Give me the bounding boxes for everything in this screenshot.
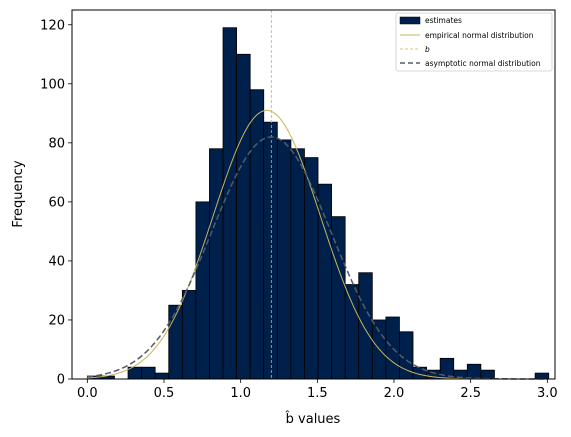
- y-tick-label: 40: [48, 254, 65, 269]
- y-axis: 0 20 40 60 80 100 120: [40, 18, 72, 388]
- histogram-bar: [317, 183, 332, 380]
- x-tick-label: 2.5: [460, 386, 481, 401]
- legend-swatch-estimates: [399, 16, 421, 25]
- legend-box: [395, 12, 553, 72]
- histogram-bar: [466, 363, 482, 380]
- legend-label-empirical: empirical normal distribution: [425, 31, 534, 40]
- x-axis: 0.0 0.5 1.0 1.5 2.0 2.5 3.0: [77, 379, 558, 401]
- legend: estimates empirical normal distribution …: [395, 12, 553, 72]
- y-axis-label: Frequency: [11, 160, 26, 227]
- histogram-bar: [209, 148, 224, 380]
- histogram-bar: [263, 121, 278, 380]
- histogram-bar: [534, 372, 550, 380]
- histogram-bar: [290, 148, 305, 380]
- histogram-bar: [195, 201, 210, 380]
- histogram-bar: [154, 372, 170, 380]
- histogram-bar: [385, 316, 400, 380]
- y-tick-label: 80: [48, 136, 65, 151]
- y-tick-label: 60: [48, 195, 65, 210]
- x-tick-label: 1.0: [230, 386, 251, 401]
- x-axis-label: b̂ values: [285, 412, 341, 427]
- x-tick-label: 0.0: [77, 386, 98, 401]
- histogram-bar: [331, 216, 346, 380]
- x-tick-label: 2.0: [384, 386, 405, 401]
- y-tick-label: 100: [40, 77, 65, 92]
- histogram-bar: [236, 53, 251, 380]
- x-tick-label: 0.5: [154, 386, 175, 401]
- x-tick-label: 3.0: [537, 386, 558, 401]
- histogram-bar: [181, 290, 197, 380]
- legend-label-estimates: estimates: [425, 16, 462, 25]
- histogram-bar: [344, 284, 360, 380]
- histogram-bars: [86, 27, 550, 380]
- y-tick-label: 120: [40, 18, 65, 33]
- plot-frame: [71, 9, 556, 380]
- histogram-bar: [249, 89, 265, 380]
- x-tick-label: 1.5: [307, 386, 328, 401]
- legend-label-b: b: [425, 45, 430, 54]
- histogram-bar: [141, 366, 156, 380]
- histogram-bar: [276, 139, 292, 380]
- y-tick-label: 0: [57, 373, 65, 388]
- histogram-bar: [222, 27, 238, 380]
- y-tick-label: 20: [48, 313, 65, 328]
- histogram-bar: [358, 272, 373, 380]
- legend-label-asymptotic: asymptotic normal distribution: [425, 59, 541, 68]
- asymptotic-normal-curve: [87, 136, 548, 380]
- histogram-bar: [304, 157, 319, 380]
- histogram-bar: [480, 369, 495, 380]
